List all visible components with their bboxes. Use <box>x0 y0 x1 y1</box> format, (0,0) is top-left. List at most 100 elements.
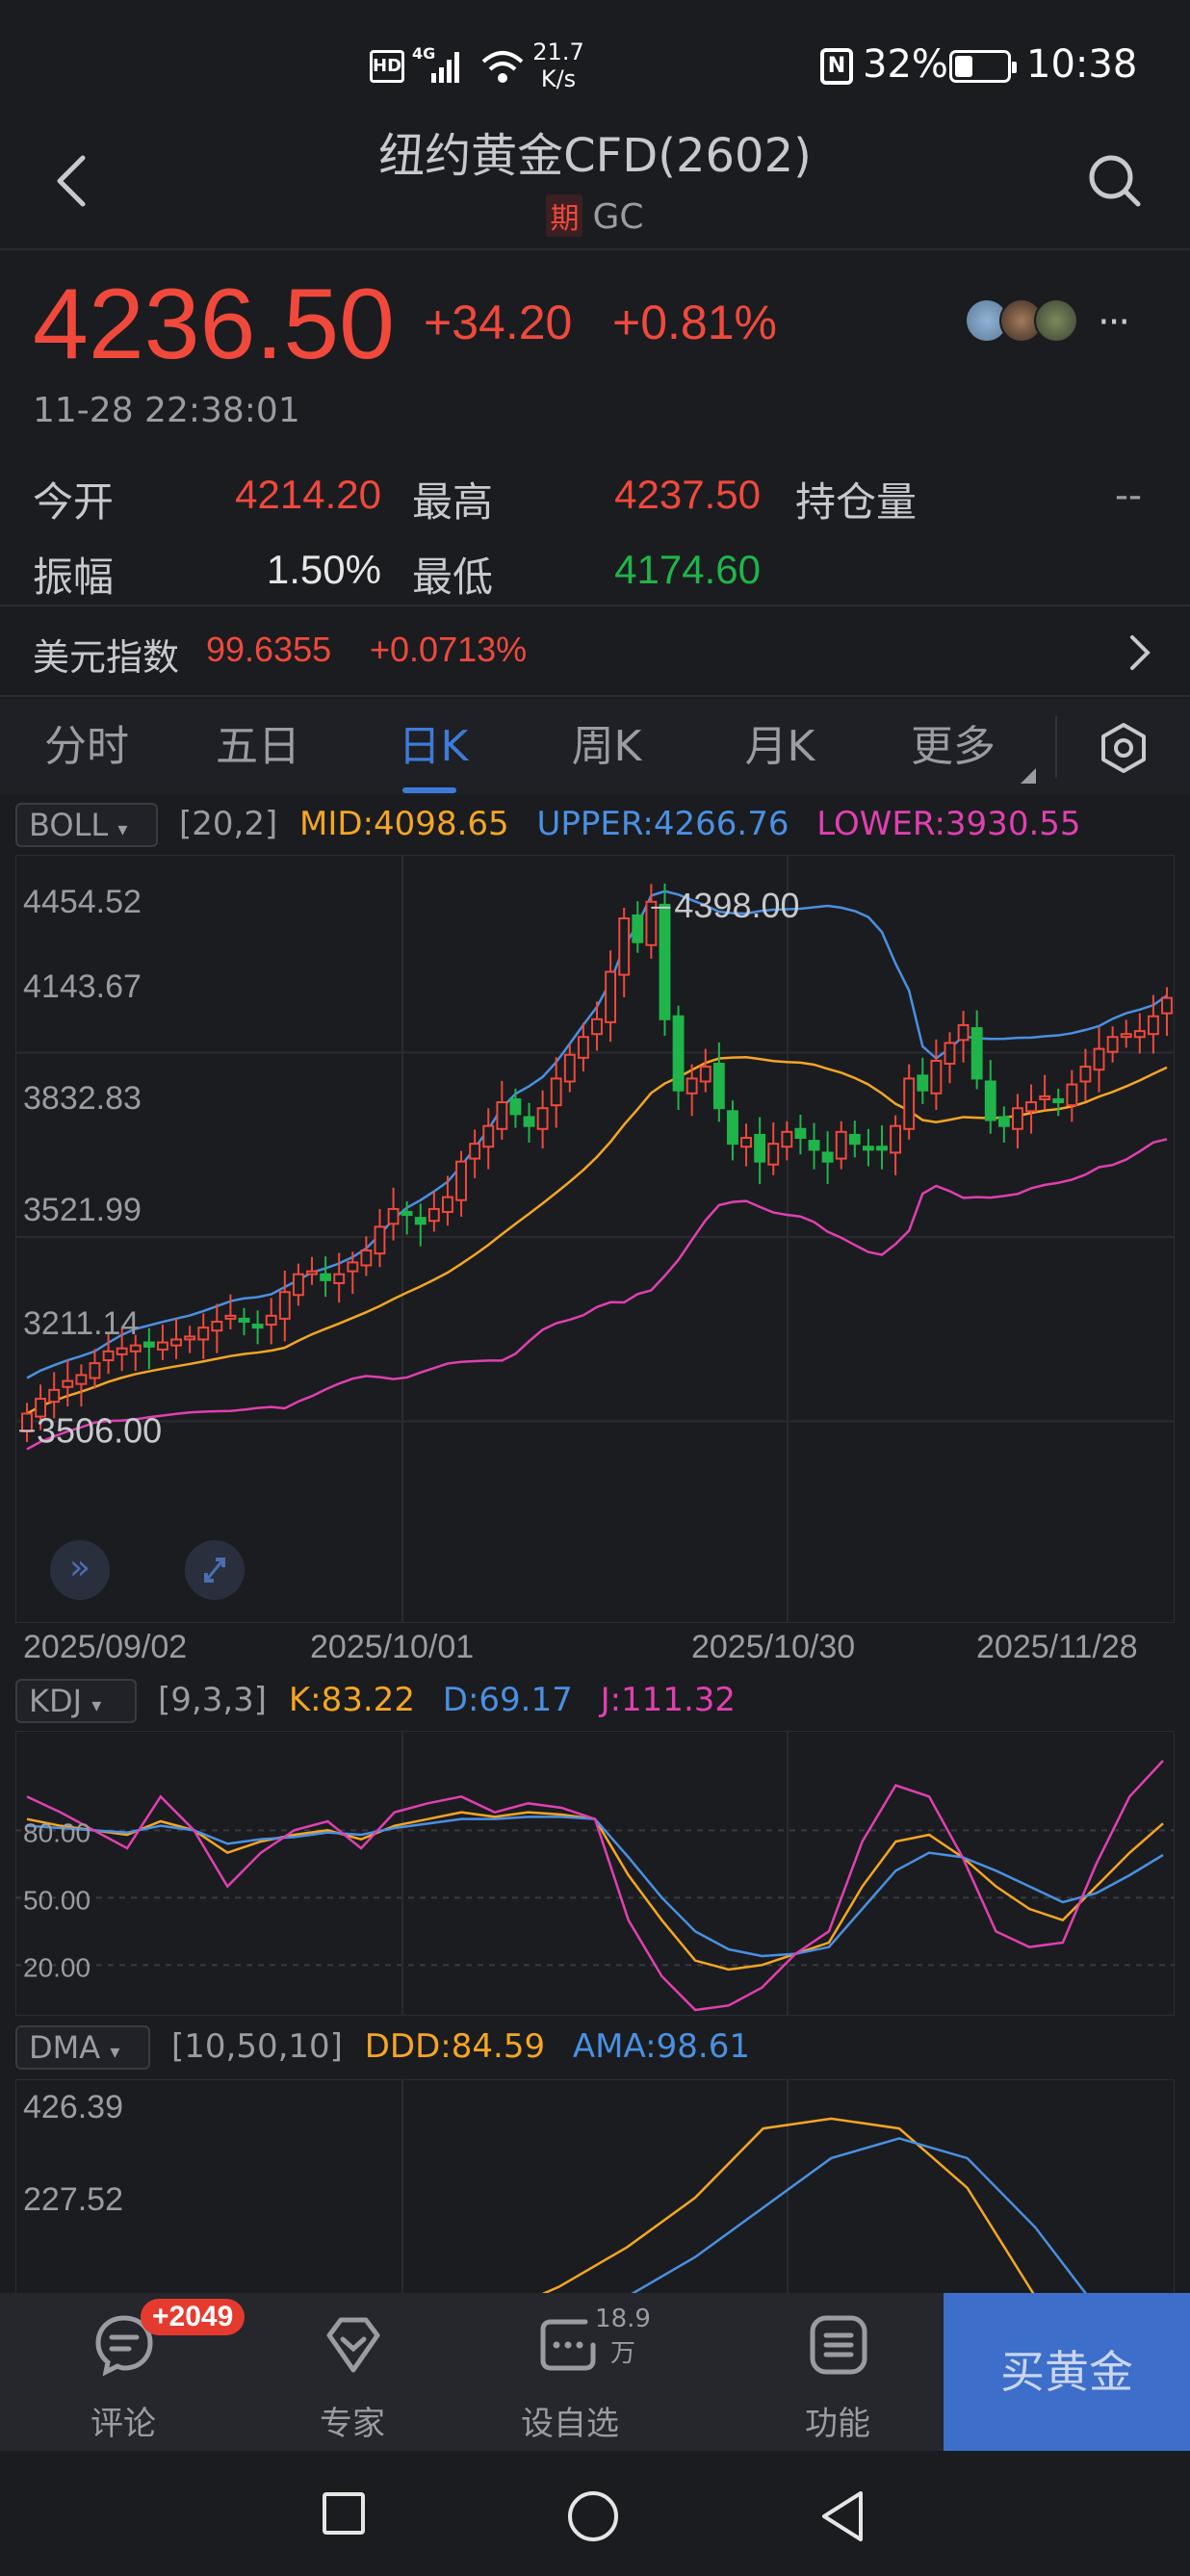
expert-icon <box>326 2317 380 2373</box>
home-icon[interactable] <box>566 2489 620 2543</box>
kdj-params: [9,3,3] <box>158 1681 268 1719</box>
candle-body <box>890 1124 902 1154</box>
signal-icon: 4G <box>412 44 470 85</box>
candlestick-chart[interactable]: 4454.52 4143.67 3832.83 3521.99 3211.14 4398.… <box>15 855 1175 1623</box>
x-label-4: 2025/11/28 <box>976 1629 1138 1665</box>
user-avatars[interactable] <box>965 296 1086 345</box>
boll-lower: LOWER:3930.55 <box>816 805 1081 843</box>
candle-body <box>835 1130 847 1160</box>
code-text: GC <box>592 197 644 237</box>
candle-body <box>1120 1033 1132 1039</box>
candle-body <box>591 1018 603 1036</box>
dma-chart[interactable]: 426.39 227.52 <box>15 2079 1175 2293</box>
candle-body <box>930 1059 943 1095</box>
watchlist-icon <box>540 2319 596 2371</box>
candle-body <box>306 1270 318 1275</box>
boll-params: [20,2] <box>179 805 278 843</box>
candle-body <box>238 1317 250 1323</box>
dma-indicator-select[interactable]: DMA ▾ <box>15 2025 150 2070</box>
expand-left-icon[interactable]: » <box>50 1540 110 1600</box>
period-tabs: 分时 五日 日K 周K 月K 更多 <box>0 699 1190 795</box>
kdj-chart[interactable]: 80.00 50.00 20.00 <box>15 1731 1175 2016</box>
candle-body <box>211 1320 223 1332</box>
tab-more[interactable]: 更多 <box>911 722 996 771</box>
boll-mid-line <box>26 1056 1168 1415</box>
tab-intraday[interactable]: 分时 <box>44 722 129 771</box>
more-icon[interactable]: ··· <box>1098 300 1130 345</box>
candle-body <box>957 1023 970 1042</box>
y-axis-label: 4143.67 <box>23 968 142 1005</box>
expert-label: 专家 <box>320 2405 385 2443</box>
candle-body <box>387 1207 400 1225</box>
battery-icon <box>949 50 1017 83</box>
main-indicator-select[interactable]: BOLL ▾ <box>15 803 158 847</box>
tab-daily-k[interactable]: 日K <box>398 722 469 771</box>
kdj-d: D:69.17 <box>442 1681 573 1719</box>
candle-body <box>374 1225 386 1255</box>
search-icon[interactable] <box>1086 152 1144 210</box>
candle-body <box>62 1379 74 1388</box>
kdj-indicator-select[interactable]: KDJ ▾ <box>15 1679 137 1723</box>
clock: 10:38 <box>1026 42 1138 87</box>
boll-values: [20,2] MID:4098.65 UPPER:4266.76 LOWER:3… <box>179 805 1081 843</box>
comment-label: 评论 <box>91 2405 156 2443</box>
fullscreen-icon[interactable] <box>185 1540 245 1600</box>
candle-body <box>767 1143 780 1166</box>
candle-body <box>1039 1095 1051 1100</box>
expert-button[interactable]: 专家 <box>266 2293 439 2451</box>
candle-body <box>876 1146 888 1151</box>
hd-text: HD <box>373 56 402 76</box>
back-icon[interactable] <box>52 154 91 208</box>
y-axis-label: 3211.14 <box>23 1305 139 1342</box>
candle-body <box>292 1273 304 1297</box>
candle-body <box>414 1217 427 1225</box>
candle-body <box>102 1350 115 1362</box>
usd-index-change: +0.0713% <box>370 630 528 669</box>
tab-five-day[interactable]: 五日 <box>216 722 300 771</box>
comment-count-badge: +2049 <box>141 2299 246 2335</box>
page-title: 纽约黄金CFD(2602) <box>378 129 812 183</box>
net-speed-unit: K/s <box>540 65 577 92</box>
add-watchlist-button[interactable]: 18.9万 设自选 <box>483 2293 657 2451</box>
candle-body <box>157 1341 168 1351</box>
price-change-pct: +0.81% <box>612 296 777 349</box>
settings-hexagon-icon[interactable] <box>1098 722 1150 774</box>
max-price-marker: 4398.00 <box>674 886 799 925</box>
dma-y-label: 426.39 <box>23 2089 123 2125</box>
system-back-icon[interactable] <box>818 2489 867 2543</box>
tab-weekly-k[interactable]: 周K <box>571 722 642 771</box>
comment-button[interactable]: +2049 评论 <box>37 2293 246 2451</box>
candle-body <box>605 970 617 1023</box>
net-type: 4G <box>412 44 436 63</box>
candle-body <box>821 1151 834 1163</box>
candle-body <box>808 1140 820 1151</box>
candle-body <box>1147 1015 1159 1036</box>
open-interest-label: 持仓量 <box>795 478 918 526</box>
candle-body <box>740 1137 752 1148</box>
candle-body <box>197 1327 210 1341</box>
candle-body <box>401 1211 413 1217</box>
functions-button[interactable]: 功能 <box>751 2293 924 2451</box>
candle-body <box>48 1388 61 1404</box>
tab-monthly-k[interactable]: 月K <box>744 722 815 771</box>
usd-index-bar[interactable]: 美元指数 99.6355 +0.0713% <box>0 605 1190 697</box>
comment-icon <box>95 2315 153 2376</box>
candle-body <box>21 1412 33 1432</box>
recent-apps-icon[interactable] <box>322 2491 366 2536</box>
net-speed-value: 21.7 <box>532 39 584 65</box>
boll-upper-line <box>26 889 1168 1379</box>
candle-body <box>699 1066 711 1083</box>
candle-body <box>970 1027 983 1080</box>
candle-body <box>712 1063 725 1110</box>
y-axis-label: 4454.52 <box>23 884 142 920</box>
status-bar: HD 4G 21.7 K/s N 32% 10:38 <box>0 0 1190 135</box>
candle-body <box>1012 1107 1023 1130</box>
high-label: 最高 <box>412 478 494 526</box>
candle-body <box>89 1362 101 1379</box>
candle-body <box>1093 1047 1105 1071</box>
candle-body <box>1133 1030 1146 1039</box>
open-label: 今开 <box>33 478 115 526</box>
boll-upper: UPPER:4266.76 <box>536 805 789 843</box>
buy-gold-button[interactable]: 买黄金 <box>944 2293 1190 2451</box>
functions-label: 功能 <box>805 2405 870 2443</box>
